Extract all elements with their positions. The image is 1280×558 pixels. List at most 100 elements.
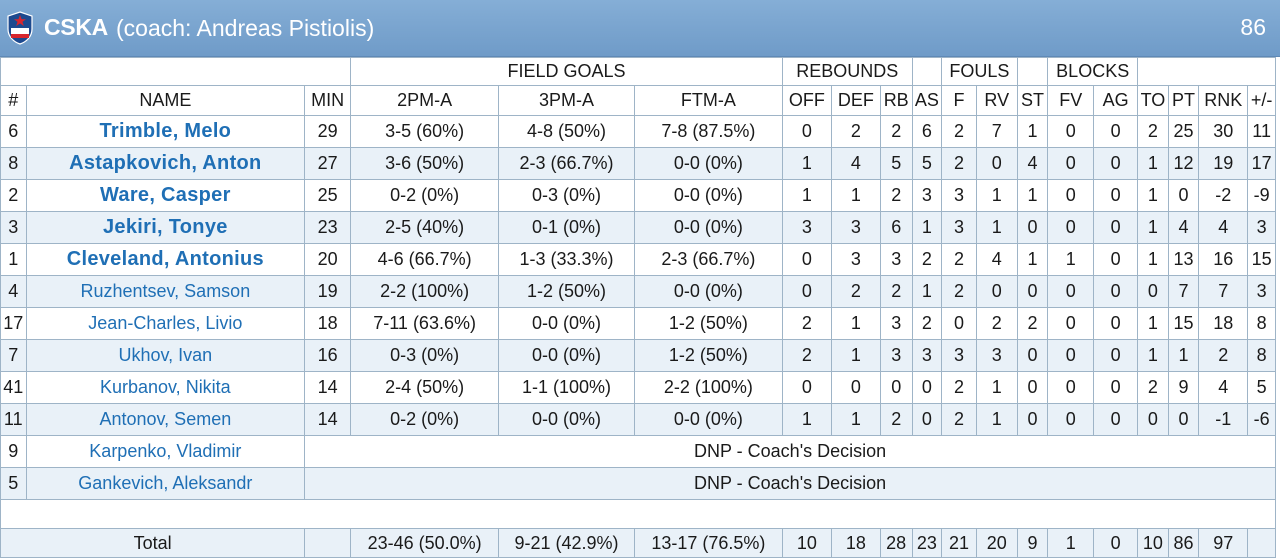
total-f: 21 — [941, 528, 977, 558]
player-number: 11 — [0, 403, 27, 436]
stat-ftm-a: 0-0 (0%) — [633, 403, 783, 436]
player-number: 7 — [0, 339, 27, 372]
stat-ftm-a: 2-3 (66.7%) — [633, 243, 783, 276]
stat-off: 1 — [781, 147, 832, 180]
stat-to: 0 — [1137, 403, 1169, 436]
stat-f: 2 — [941, 371, 977, 404]
player-number: 6 — [0, 115, 27, 148]
team-name[interactable]: CSKA — [44, 14, 108, 40]
stat-3pm-a: 2-3 (66.7%) — [498, 147, 635, 180]
stat-ftm-a: 2-2 (100%) — [633, 371, 783, 404]
stat-fv: 0 — [1047, 339, 1095, 372]
player-number: 4 — [0, 275, 27, 308]
stat-rb: 2 — [879, 275, 913, 308]
stat-rb: 2 — [879, 179, 913, 212]
stat-min: 16 — [304, 339, 352, 372]
stat-to: 2 — [1137, 371, 1169, 404]
stat-min: 18 — [304, 307, 352, 340]
player-number: 41 — [0, 371, 27, 404]
stat-rb: 2 — [879, 115, 913, 148]
stat-rnk: 4 — [1198, 211, 1249, 244]
stat-ag: 0 — [1093, 211, 1139, 244]
stat-rv: 3 — [975, 339, 1018, 372]
stat-ftm-a: 1-2 (50%) — [633, 339, 783, 372]
stat-ag: 0 — [1093, 115, 1139, 148]
player-name-link[interactable]: Ukhov, Ivan — [25, 339, 306, 372]
stat-plus-minus: -9 — [1247, 179, 1276, 212]
stat-fv: 0 — [1047, 307, 1095, 340]
total-def: 18 — [830, 528, 881, 558]
dnp-player-row: 9 Karpenko, Vladimir DNP - Coach's Decisio… — [0, 435, 1276, 468]
stat-2pm-a: 3-5 (60%) — [350, 115, 500, 148]
player-name-link[interactable]: Cleveland, Antonius — [25, 243, 306, 276]
stat-def: 1 — [830, 307, 881, 340]
player-name-link[interactable]: Astapkovich, Anton — [25, 147, 306, 180]
stat-to: 1 — [1137, 179, 1169, 212]
stat-fv: 0 — [1047, 371, 1095, 404]
stat-off: 0 — [781, 371, 832, 404]
total-2pm-a: 23-46 (50.0%) — [350, 528, 500, 558]
player-number: 8 — [0, 147, 27, 180]
stat-pt: 0 — [1167, 179, 1200, 212]
player-row: 6 Trimble, Melo 29 3-5 (60%) 4-8 (50%) 7-8 (8… — [0, 115, 1276, 148]
player-number: 5 — [0, 467, 27, 500]
stat-off: 0 — [781, 243, 832, 276]
stat-3pm-a: 0-0 (0%) — [498, 307, 635, 340]
stat-def: 1 — [830, 179, 881, 212]
col-header-def: DEF — [830, 85, 881, 116]
player-row: 17 Jean-Charles, Livio 18 7-11 (63.6%) 0-0 (… — [0, 307, 1276, 340]
stat-def: 0 — [830, 371, 881, 404]
stat-fv: 0 — [1047, 179, 1095, 212]
stat-2pm-a: 0-3 (0%) — [350, 339, 500, 372]
stat-ag: 0 — [1093, 403, 1139, 436]
stat-ag: 0 — [1093, 339, 1139, 372]
stat-as: 2 — [911, 243, 943, 276]
player-name-link[interactable]: Gankevich, Aleksandr — [25, 467, 306, 500]
stat-st: 1 — [1016, 179, 1049, 212]
stat-plus-minus: 15 — [1247, 243, 1276, 276]
player-row: 3 Jekiri, Tonye 23 2-5 (40%) 0-1 (0%) 0-0 (0%… — [0, 211, 1276, 244]
player-name-link[interactable]: Kurbanov, Nikita — [25, 371, 306, 404]
group-blank — [911, 57, 943, 86]
player-name-link[interactable]: Jean-Charles, Livio — [25, 307, 306, 340]
player-name-link[interactable]: Ruzhentsev, Samson — [25, 275, 306, 308]
stat-to: 1 — [1137, 339, 1169, 372]
col-header-min: MIN — [304, 85, 352, 116]
stat-to: 0 — [1137, 275, 1169, 308]
stat-plus-minus: 3 — [1247, 275, 1276, 308]
player-name-link[interactable]: Trimble, Melo — [25, 115, 306, 148]
player-name-link[interactable]: Karpenko, Vladimir — [25, 435, 306, 468]
stat-off: 1 — [781, 179, 832, 212]
col-header-ftm-a: FTM-A — [633, 85, 783, 116]
stat-off: 3 — [781, 211, 832, 244]
stat-min: 23 — [304, 211, 352, 244]
total-row: Total 23-46 (50.0%) 9-21 (42.9%) 13-17 (76.… — [0, 528, 1276, 558]
player-row: 2 Ware, Casper 25 0-2 (0%) 0-3 (0%) 0-0 (0%) 1… — [0, 179, 1276, 212]
col-header-num: # — [0, 85, 27, 116]
total-to: 10 — [1137, 528, 1169, 558]
stat-st: 2 — [1016, 307, 1049, 340]
total-rv: 20 — [975, 528, 1018, 558]
stat-min: 14 — [304, 403, 352, 436]
stat-rv: 0 — [975, 147, 1018, 180]
spacer-cell — [0, 499, 1276, 529]
stat-def: 2 — [830, 115, 881, 148]
player-name-link[interactable]: Antonov, Semen — [25, 403, 306, 436]
stat-pt: 12 — [1167, 147, 1200, 180]
group-blank — [0, 57, 352, 86]
stat-as: 3 — [911, 339, 943, 372]
player-name-link[interactable]: Jekiri, Tonye — [25, 211, 306, 244]
stat-rnk: 4 — [1198, 371, 1249, 404]
stat-f: 3 — [941, 211, 977, 244]
col-header-ag: AG — [1093, 85, 1139, 116]
total-3pm-a: 9-21 (42.9%) — [498, 528, 635, 558]
total-ag: 0 — [1093, 528, 1139, 558]
stat-fv: 0 — [1047, 115, 1095, 148]
stat-3pm-a: 1-2 (50%) — [498, 275, 635, 308]
stat-ag: 0 — [1093, 307, 1139, 340]
stat-2pm-a: 2-4 (50%) — [350, 371, 500, 404]
player-name-link[interactable]: Ware, Casper — [25, 179, 306, 212]
col-header-off: OFF — [781, 85, 832, 116]
stat-off: 2 — [781, 307, 832, 340]
stat-rnk: 19 — [1198, 147, 1249, 180]
